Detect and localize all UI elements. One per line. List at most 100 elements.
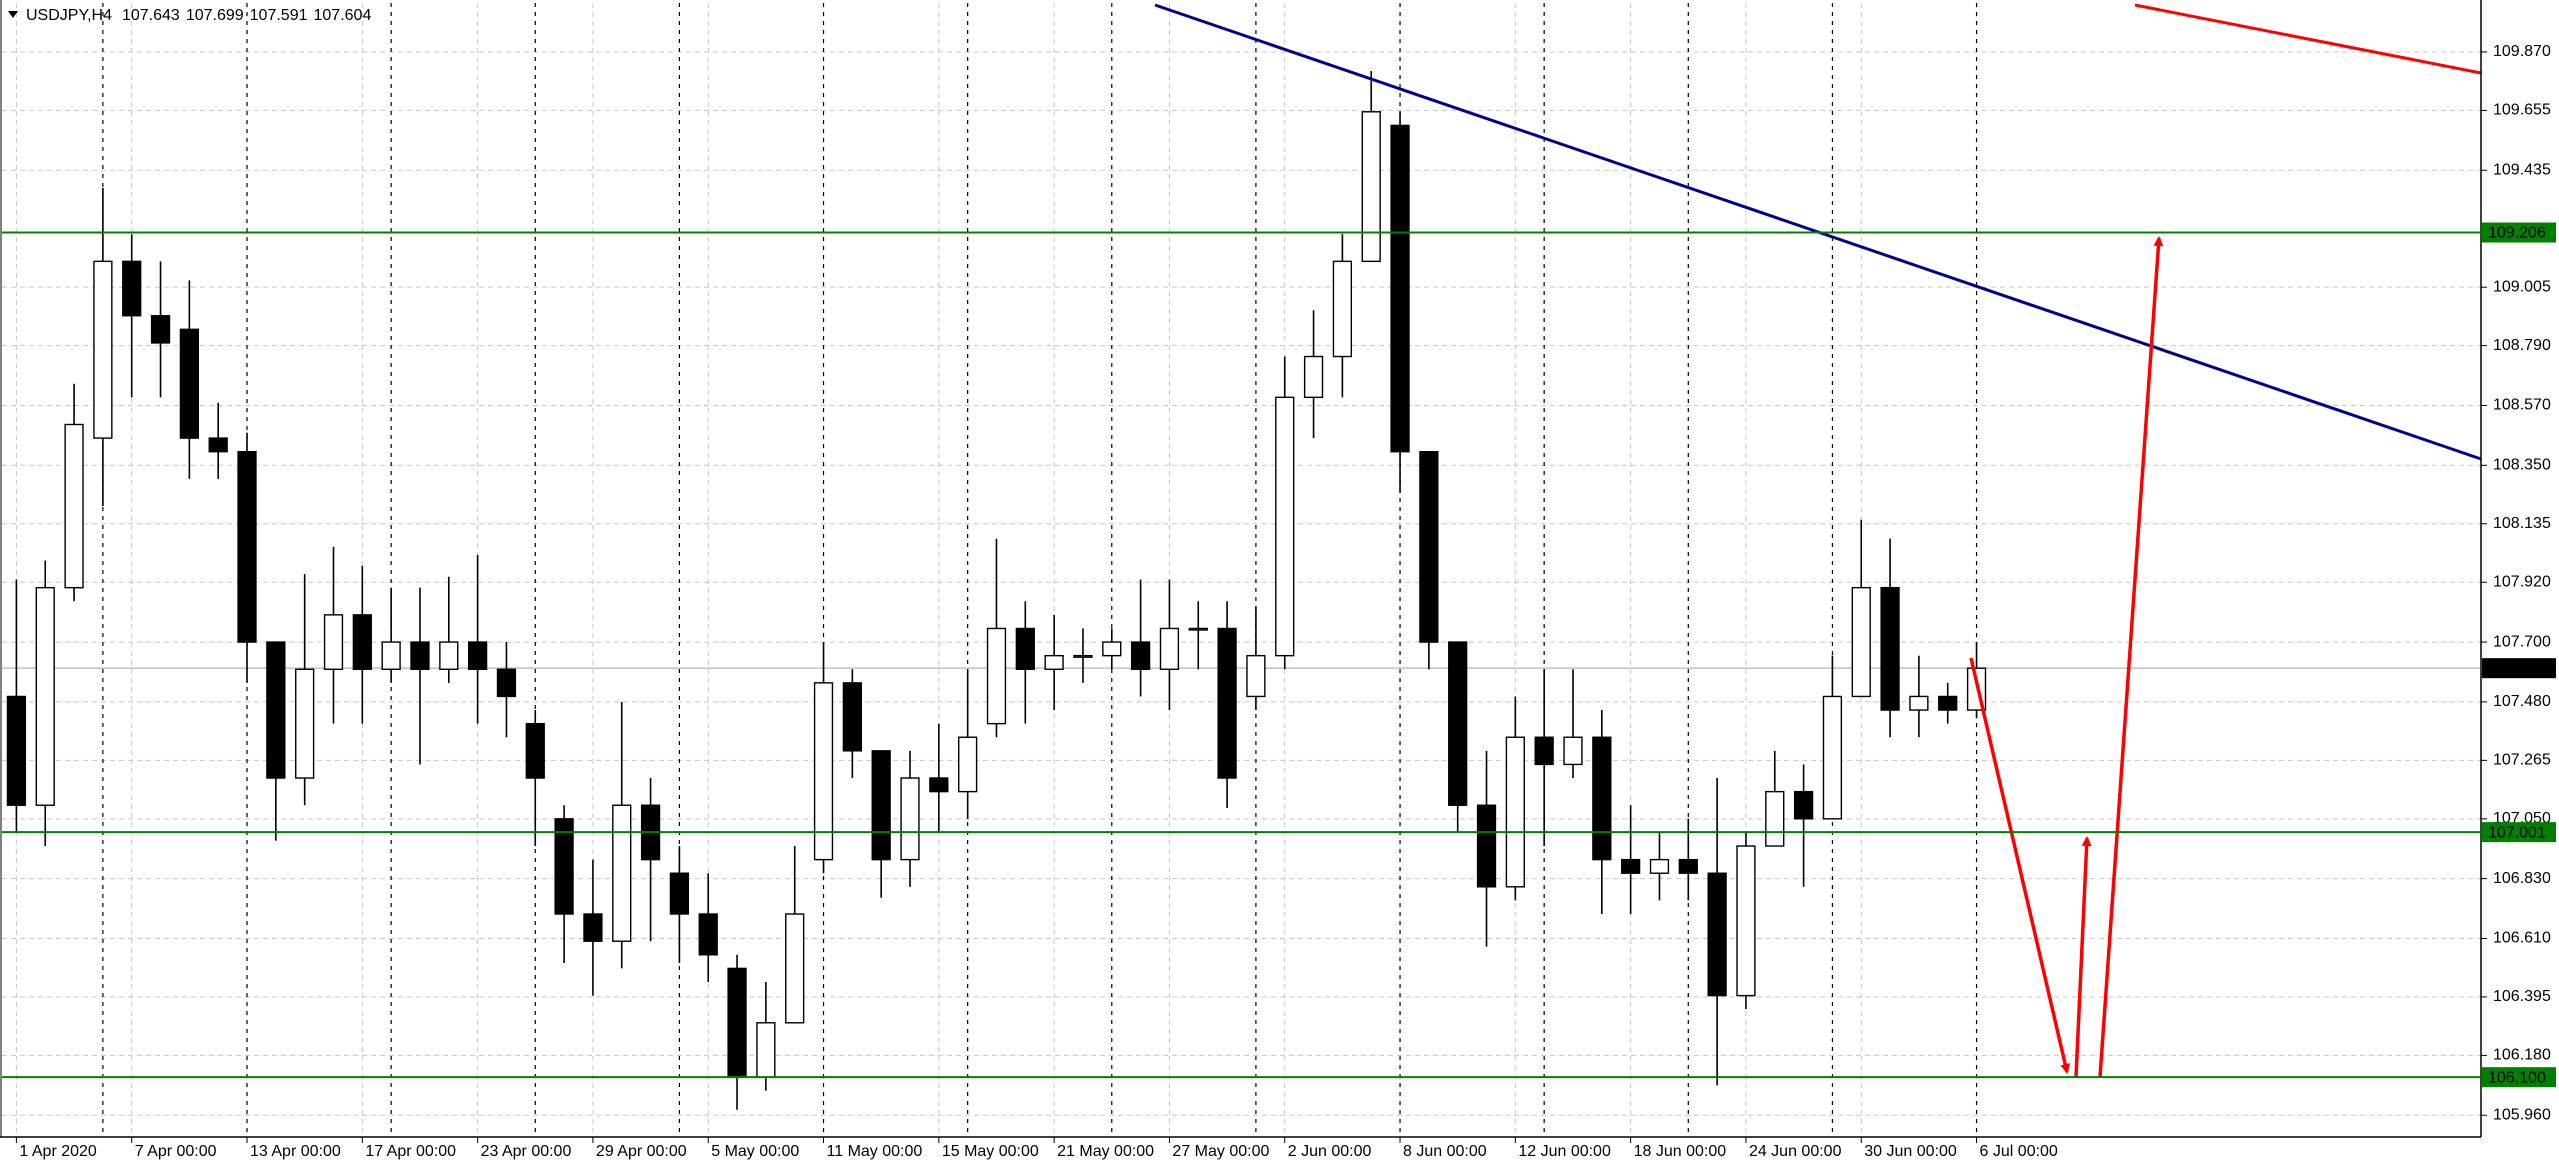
candle-body bbox=[583, 913, 603, 942]
header: USDJPY,H4 107.643 107.699 107.591 107.604 bbox=[8, 7, 371, 24]
level-label: 109.206 bbox=[2488, 225, 2546, 242]
candle-body bbox=[381, 641, 401, 670]
candle-body bbox=[1880, 586, 1900, 711]
candle-body bbox=[1419, 451, 1439, 643]
candle-body bbox=[35, 586, 55, 806]
x-tick-label: 5 May 00:00 bbox=[711, 1143, 799, 1160]
candle-body bbox=[1505, 736, 1525, 888]
candle-body bbox=[64, 423, 84, 589]
y-tick-label: 107.265 bbox=[2493, 752, 2551, 769]
y-tick-label: 106.395 bbox=[2493, 988, 2551, 1005]
candle-body bbox=[179, 328, 200, 439]
level-tag bbox=[2482, 222, 2556, 243]
x-tick-label: 27 May 00:00 bbox=[1172, 1143, 1269, 1160]
candle-body bbox=[1765, 790, 1785, 847]
candle-body bbox=[1332, 260, 1353, 358]
symbol: USDJPY,H4 bbox=[26, 7, 112, 24]
last-price-label: 107.604 bbox=[2488, 660, 2546, 677]
y-tick-label: 106.610 bbox=[2493, 930, 2551, 947]
candles bbox=[6, 70, 1987, 1110]
candle-body bbox=[1851, 586, 1871, 698]
arrow bbox=[2074, 836, 2092, 1078]
header-value: 107.643 bbox=[122, 7, 180, 24]
menu-triangle bbox=[8, 11, 18, 18]
y-tick-label: 108.570 bbox=[2493, 397, 2551, 414]
level-label: 107.001 bbox=[2488, 824, 2546, 841]
candle-body bbox=[1621, 858, 1641, 874]
candle-body bbox=[1246, 654, 1266, 698]
candle-body bbox=[1678, 858, 1698, 874]
trend-line bbox=[2134, 3, 2482, 75]
level-tag bbox=[2482, 1067, 2556, 1088]
candle-body bbox=[1534, 736, 1554, 766]
candle-body bbox=[1217, 627, 1237, 779]
candle-body bbox=[208, 437, 228, 453]
candle-body bbox=[1476, 804, 1497, 888]
candle-body bbox=[958, 736, 978, 793]
candle-body bbox=[669, 872, 690, 915]
candle-body bbox=[554, 818, 574, 915]
candle-body bbox=[785, 913, 805, 1024]
candle-body bbox=[1736, 845, 1756, 997]
candle-body bbox=[1073, 654, 1093, 658]
y-tick-label: 109.005 bbox=[2493, 278, 2551, 295]
x-tick-label: 15 May 00:00 bbox=[942, 1143, 1039, 1160]
x-tick-label: 2 Jun 00:00 bbox=[1288, 1143, 1372, 1160]
x-tick-label: 23 Apr 00:00 bbox=[481, 1143, 572, 1160]
candle-body bbox=[813, 682, 834, 861]
x-tick-label: 21 May 00:00 bbox=[1057, 1143, 1154, 1160]
candle-body bbox=[439, 641, 459, 670]
y-tick-label: 107.920 bbox=[2493, 573, 2551, 590]
candle-body bbox=[266, 641, 286, 779]
y-tick-label: 109.655 bbox=[2493, 102, 2551, 119]
x-tick-label: 29 Apr 00:00 bbox=[596, 1143, 687, 1160]
y-tick-label: 106.180 bbox=[2493, 1047, 2551, 1064]
candle-body bbox=[698, 913, 718, 956]
candle-body bbox=[1649, 858, 1670, 874]
candle-body bbox=[1793, 790, 1814, 820]
arrow bbox=[2098, 236, 2164, 1078]
x-tick-label: 13 Apr 00:00 bbox=[250, 1143, 341, 1160]
candle-body bbox=[929, 777, 949, 793]
x-tick-label: 8 Jun 00:00 bbox=[1403, 1143, 1487, 1160]
candle-body bbox=[1361, 111, 1381, 263]
candle-body bbox=[1102, 641, 1122, 657]
header-value: 107.699 bbox=[186, 7, 244, 24]
x-tick-label: 6 Jul 00:00 bbox=[1980, 1143, 2058, 1160]
candle-body bbox=[1159, 627, 1180, 670]
candle-body bbox=[871, 750, 891, 861]
header-value: 107.604 bbox=[314, 7, 372, 24]
candle-body bbox=[1188, 627, 1208, 631]
x-tick-label: 1 Apr 2020 bbox=[19, 1143, 97, 1160]
candle-body bbox=[1130, 641, 1151, 670]
candle-body bbox=[612, 804, 632, 942]
x-tick-label: 11 May 00:00 bbox=[827, 1143, 923, 1160]
x-tick-label: 30 Jun 00:00 bbox=[1864, 1143, 1957, 1160]
candle-body bbox=[295, 668, 315, 779]
candle-body bbox=[467, 641, 488, 670]
candle-body bbox=[1707, 872, 1727, 997]
candle-body bbox=[1909, 695, 1929, 711]
candle-body bbox=[1448, 641, 1468, 806]
candle-body bbox=[756, 1022, 776, 1078]
candle-body bbox=[1592, 736, 1612, 861]
candle-body bbox=[900, 777, 920, 861]
candle-body bbox=[1563, 736, 1583, 766]
y-tick-label: 107.700 bbox=[2493, 633, 2551, 650]
x-tick-label: 24 Jun 00:00 bbox=[1749, 1143, 1842, 1160]
candle-body bbox=[986, 627, 1007, 725]
candle-body bbox=[842, 682, 862, 752]
x-tick-label: 12 Jun 00:00 bbox=[1518, 1143, 1611, 1160]
header-value: 107.591 bbox=[250, 7, 308, 24]
y-tick-label: 109.435 bbox=[2493, 161, 2551, 178]
y-tick-label: 108.350 bbox=[2493, 457, 2551, 474]
candle-body bbox=[1275, 396, 1295, 657]
candle-body bbox=[237, 451, 257, 643]
candle-body bbox=[1303, 355, 1324, 399]
candle-body bbox=[496, 668, 517, 698]
candle-body bbox=[122, 260, 142, 317]
arrow bbox=[1969, 657, 2071, 1074]
